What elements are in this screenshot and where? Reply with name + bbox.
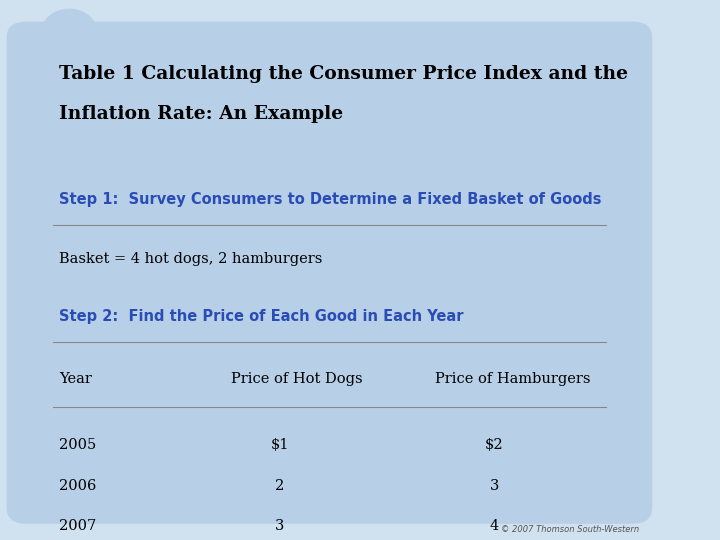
Text: 3: 3 (490, 479, 499, 493)
FancyBboxPatch shape (6, 22, 652, 524)
Text: Table 1 Calculating the Consumer Price Index and the: Table 1 Calculating the Consumer Price I… (59, 65, 629, 83)
Text: Step 2:  Find the Price of Each Good in Each Year: Step 2: Find the Price of Each Good in E… (59, 309, 464, 324)
Text: 3: 3 (275, 519, 284, 534)
Text: Year: Year (59, 372, 92, 386)
Text: 2: 2 (275, 479, 284, 493)
Text: $2: $2 (485, 438, 503, 453)
Text: Basket = 4 hot dogs, 2 hamburgers: Basket = 4 hot dogs, 2 hamburgers (59, 252, 323, 266)
Text: © 2007 Thomson South-Western: © 2007 Thomson South-Western (501, 524, 639, 534)
Text: Price of Hot Dogs: Price of Hot Dogs (230, 372, 362, 386)
Text: 2007: 2007 (59, 519, 96, 534)
Text: Inflation Rate: An Example: Inflation Rate: An Example (59, 105, 343, 123)
Text: 2005: 2005 (59, 438, 96, 453)
Text: $1: $1 (271, 438, 289, 453)
Text: Price of Hamburgers: Price of Hamburgers (435, 372, 590, 386)
Text: 4: 4 (490, 519, 499, 534)
Text: 2006: 2006 (59, 479, 96, 493)
Circle shape (42, 9, 97, 54)
Text: Step 1:  Survey Consumers to Determine a Fixed Basket of Goods: Step 1: Survey Consumers to Determine a … (59, 192, 602, 207)
